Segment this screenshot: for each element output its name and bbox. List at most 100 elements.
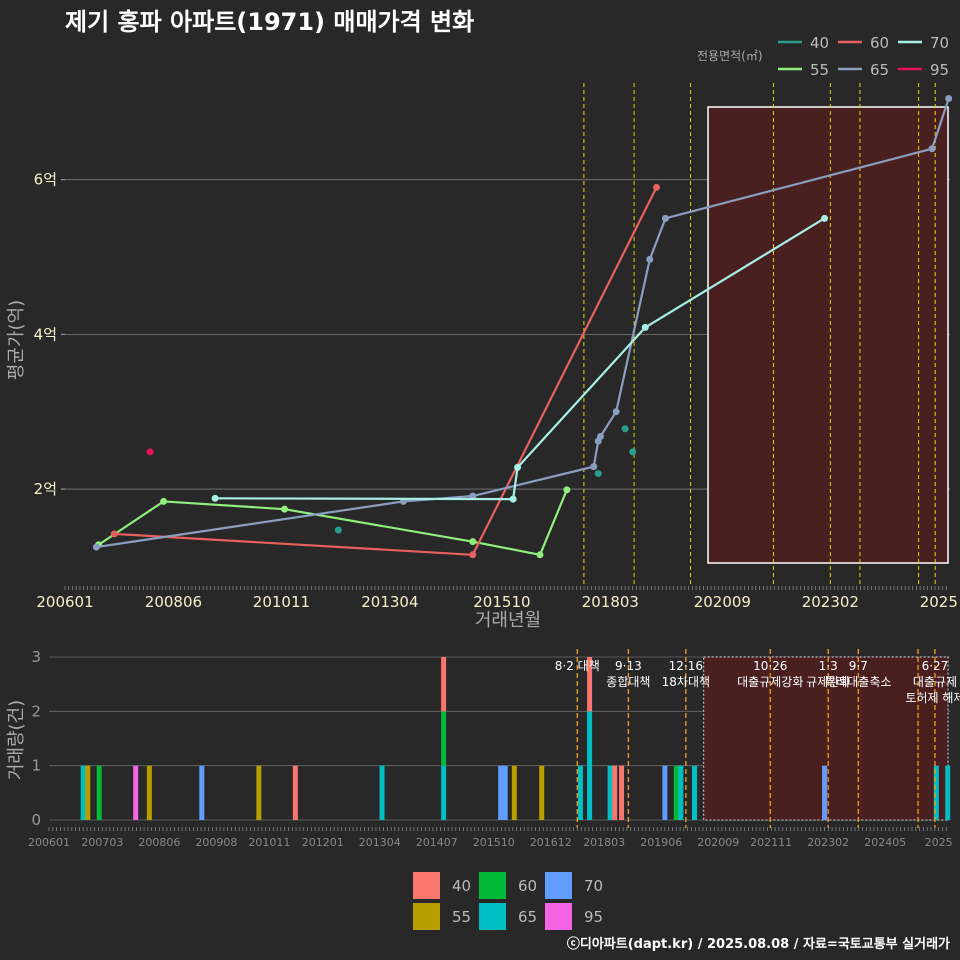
volume-bar-40 bbox=[441, 657, 447, 712]
volume-y-tick-label: 3 bbox=[31, 648, 41, 666]
data-point-55 bbox=[563, 486, 571, 494]
volume-bar-60 bbox=[673, 765, 679, 820]
volume-bar-65 bbox=[692, 765, 698, 820]
data-point-40 bbox=[594, 470, 602, 478]
policy-event-label: 규제완화 bbox=[806, 675, 850, 689]
volume-bar-40 bbox=[292, 765, 298, 820]
policy-event-label: 토허제 해제 bbox=[905, 691, 960, 705]
policy-event-label: 대출규제 bbox=[913, 675, 957, 689]
volume-x-tick-label: 201612 bbox=[530, 836, 572, 849]
x-axis-label: 거래년월 bbox=[475, 610, 541, 631]
y-tick-label: 2억 bbox=[34, 480, 57, 498]
volume-bar-70 bbox=[498, 765, 504, 820]
volume-bar-40 bbox=[612, 765, 618, 820]
policy-event-label: 8·2 대책 bbox=[555, 658, 600, 673]
legend-label-65: 65 bbox=[870, 61, 889, 79]
data-point-70 bbox=[641, 323, 649, 331]
volume-legend-label-70: 70 bbox=[584, 877, 603, 895]
volume-legend-swatch-70 bbox=[545, 872, 572, 899]
x-tick-label: 200601 bbox=[36, 593, 93, 611]
policy-event-label: 특례대출축소 bbox=[825, 675, 891, 689]
volume-bar-55 bbox=[146, 765, 152, 820]
volume-bar-65 bbox=[678, 765, 684, 820]
volume-bar-65 bbox=[577, 765, 583, 820]
volume-y-tick-label: 2 bbox=[31, 702, 41, 720]
data-point-65 bbox=[646, 255, 654, 263]
volume-y-axis-label: 거래량(건) bbox=[6, 700, 27, 780]
x-tick-label: 202302 bbox=[802, 593, 859, 611]
volume-bar-65 bbox=[80, 765, 86, 820]
data-point-65 bbox=[92, 543, 100, 551]
volume-x-tick-label: 200806 bbox=[138, 836, 180, 849]
footer-credit: ⓒ디아파트(dapt.kr) / 2025.08.08 / 자료=국토교통부 실… bbox=[567, 936, 950, 952]
legend-label-55: 55 bbox=[810, 61, 829, 79]
policy-event-label: 9·13 bbox=[615, 659, 642, 673]
volume-bar-60 bbox=[96, 765, 102, 820]
x-tick-label: 202009 bbox=[694, 593, 751, 611]
policy-event-label: 9·7 bbox=[849, 659, 868, 673]
volume-bar-70 bbox=[662, 765, 668, 820]
volume-x-tick-label: 201304 bbox=[359, 836, 401, 849]
data-point-65 bbox=[928, 145, 936, 153]
volume-legend: 40 55 60 65 70 95 bbox=[413, 872, 603, 930]
volume-legend-swatch-55 bbox=[413, 903, 440, 930]
volume-legend-label-55: 55 bbox=[452, 908, 471, 926]
volume-x-tick-label: 202111 bbox=[750, 836, 792, 849]
x-tick-label: 201304 bbox=[361, 593, 418, 611]
volume-legend-swatch-40 bbox=[413, 872, 440, 899]
x-tick-label: 2025 bbox=[920, 593, 958, 611]
series-line-55 bbox=[97, 489, 568, 556]
policy-event-label: 대출규제강화 bbox=[737, 675, 803, 689]
volume-x-tick-label: 201011 bbox=[248, 836, 290, 849]
volume-x-tick-label: 201906 bbox=[640, 836, 682, 849]
volume-y-tick-label: 1 bbox=[31, 757, 41, 775]
volume-legend-swatch-60 bbox=[479, 872, 506, 899]
policy-event-label: 12·16 bbox=[669, 659, 703, 673]
volume-x-tick-label: 201510 bbox=[473, 836, 515, 849]
volume-legend-swatch-95 bbox=[545, 903, 572, 930]
data-point-70 bbox=[211, 494, 219, 502]
data-point-55 bbox=[281, 505, 289, 513]
data-point-70 bbox=[514, 463, 522, 471]
volume-bar-55 bbox=[539, 765, 545, 820]
y-tick-label: 6억 bbox=[34, 171, 57, 189]
data-point-55 bbox=[160, 497, 168, 505]
volume-bar-65 bbox=[379, 765, 385, 820]
data-point-65 bbox=[661, 214, 669, 222]
data-point-60 bbox=[469, 551, 477, 559]
data-point-95 bbox=[146, 448, 154, 456]
volume-bar-55 bbox=[511, 765, 517, 820]
data-point-70 bbox=[821, 214, 829, 222]
series-legend: 전용면적(㎡) 40 55 60 65 70 95 bbox=[697, 34, 949, 79]
volume-bar-70 bbox=[502, 765, 508, 820]
x-tick-label: 201011 bbox=[253, 593, 310, 611]
volume-y-tick-label: 0 bbox=[31, 811, 41, 829]
volume-bar-40 bbox=[619, 765, 625, 820]
volume-bar-65 bbox=[945, 765, 951, 820]
policy-event-label: 18차대책 bbox=[662, 674, 710, 689]
data-point-40 bbox=[621, 425, 629, 433]
policy-event-label: 6·27 bbox=[922, 659, 949, 673]
highlight-region bbox=[707, 106, 949, 564]
data-point-55 bbox=[469, 538, 477, 546]
volume-bar-60 bbox=[441, 711, 447, 766]
data-point-40 bbox=[629, 448, 637, 456]
volume-legend-swatch-65 bbox=[479, 903, 506, 930]
volume-legend-label-60: 60 bbox=[518, 877, 537, 895]
volume-bar-40 bbox=[587, 657, 593, 712]
data-point-65 bbox=[612, 408, 620, 416]
volume-x-tick-label: 200908 bbox=[195, 836, 237, 849]
data-point-60 bbox=[652, 183, 660, 191]
data-point-65 bbox=[945, 94, 953, 102]
volume-x-tick-label: 201407 bbox=[416, 836, 458, 849]
data-point-65 bbox=[596, 432, 604, 440]
volume-x-tick-label: 201803 bbox=[583, 836, 625, 849]
legend-label-70: 70 bbox=[930, 34, 949, 52]
legend-label-95: 95 bbox=[930, 61, 949, 79]
volume-x-tick-label: 200601 bbox=[28, 836, 70, 849]
policy-event-label: 10·26 bbox=[753, 659, 787, 673]
volume-bar-95 bbox=[133, 765, 139, 820]
policy-event-label: 1·3 bbox=[819, 659, 838, 673]
